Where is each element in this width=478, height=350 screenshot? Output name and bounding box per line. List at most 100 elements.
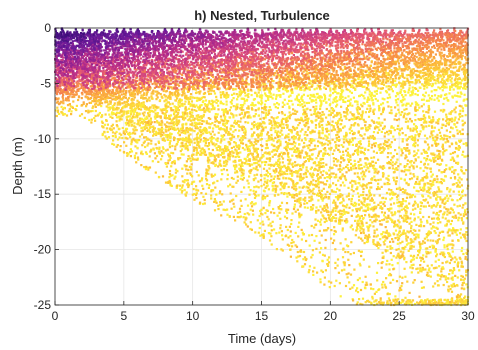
particle-point [392,155,395,158]
particle-point [242,104,245,107]
particle-point [396,233,399,236]
particle-point [324,97,327,100]
particle-point [161,127,164,131]
particle-point [342,89,345,92]
particle-point [160,150,163,153]
particle-point [170,125,173,128]
particle-point [299,48,302,51]
particle-point [229,192,232,195]
particle-point [332,109,336,112]
particle-point [372,150,375,153]
particle-point [388,299,391,302]
particle-point [330,211,333,214]
particle-point [460,249,463,253]
particle-point [85,105,88,108]
particle-point [219,148,222,151]
particle-point [370,146,373,149]
particle-point [240,174,243,177]
particle-point [335,164,338,167]
particle-point [428,120,431,124]
particle-point [314,124,318,127]
particle-point [160,126,163,129]
particle-point [308,191,311,194]
particle-point [366,107,369,110]
particle-point [342,100,345,103]
particle-point [62,56,65,59]
particle-point [400,94,404,97]
particle-point [400,288,403,291]
particle-point [338,111,341,115]
particle-point [355,149,358,152]
particle-point [213,181,216,184]
particle-point [267,96,270,99]
particle-point [465,269,468,272]
particle-point [424,166,427,169]
particle-point [251,108,254,111]
particle-point [348,118,351,122]
particle-point [143,136,146,139]
particle-point [328,45,331,48]
particle-point [426,182,429,185]
particle-point [248,163,251,166]
particle-point [453,60,456,63]
particle-point [454,59,457,62]
particle-point [394,95,398,98]
particle-point [385,91,389,94]
particle-point [241,178,244,181]
particle-point [330,129,333,132]
particle-point [288,139,291,142]
particle-point [280,155,283,158]
particle-point [362,102,365,105]
particle-point [327,176,331,179]
particle-point [168,146,172,149]
particle-point [435,138,438,141]
particle-point [345,107,348,110]
particle-point [188,83,191,86]
particle-point [402,299,405,302]
particle-point [439,150,442,153]
particle-point [358,207,362,210]
particle-point [420,270,423,273]
particle-point [416,139,419,142]
particle-point [201,132,205,135]
particle-point [430,175,433,178]
particle-point [223,118,227,121]
particle-point [195,197,198,200]
particle-point [288,111,291,114]
particle-point [217,153,220,156]
particle-point [449,85,452,88]
particle-point [438,68,441,71]
particle-point [337,92,340,95]
particle-point [361,146,364,149]
particle-point [205,170,208,173]
particle-point [247,149,250,153]
particle-point [147,168,150,171]
particle-point [374,142,377,145]
particle-point [328,177,331,180]
particle-point [363,85,366,88]
particle-point [75,81,78,84]
particle-point [459,300,462,303]
particle-point [431,76,434,79]
particle-point [323,93,326,96]
particle-point [345,117,348,120]
particle-point [333,226,336,229]
particle-point [362,217,365,220]
particle-point [399,226,402,230]
particle-point [231,44,234,47]
particle-point [284,140,288,144]
particle-point [326,206,329,209]
particle-point [464,295,467,298]
particle-point [118,83,121,86]
particle-point [66,59,70,62]
particle-point [279,95,282,98]
particle-point [364,124,367,127]
particle-point [266,179,269,182]
particle-point [122,97,125,100]
particle-point [456,199,459,202]
particle-point [426,189,429,192]
particle-point [115,120,118,123]
particle-point [333,233,336,236]
particle-point [319,60,322,63]
particle-point [63,89,66,92]
